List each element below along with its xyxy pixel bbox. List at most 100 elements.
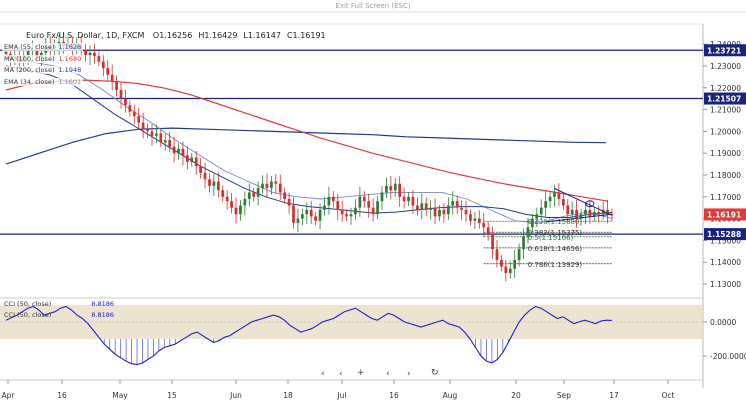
candle: [278, 183, 282, 193]
price-tick-label: 1.15000: [710, 236, 741, 245]
candle: [513, 260, 517, 269]
candle: [327, 196, 331, 206]
indicator-value: 1.1680: [58, 54, 82, 63]
candle: [601, 209, 605, 215]
candle: [407, 196, 410, 202]
candle: [150, 131, 154, 136]
candle: [460, 207, 463, 210]
scroll-right-button-2[interactable]: ›: [407, 369, 411, 379]
candle: [265, 183, 269, 189]
last-price-tag: [704, 208, 746, 221]
symbol-title: Euro Fx/U.S. Dollar, 1D, FXCM: [26, 31, 145, 40]
candle: [411, 196, 415, 206]
candle: [301, 214, 304, 219]
indicator-label: EMA (34, close): [4, 77, 55, 86]
indicator-label: EMA (55, close): [4, 43, 55, 51]
candle: [371, 207, 375, 215]
candle: [93, 52, 96, 57]
time-tick-label: Jul: [336, 391, 346, 400]
candle: [336, 201, 340, 210]
top-bar: Exit Full Screen (ESC): [0, 0, 746, 12]
candle: [570, 209, 574, 215]
fibonacci-label: 0.236(1.15880): [528, 218, 583, 226]
candle: [247, 192, 251, 199]
candle: [539, 207, 543, 215]
price-tick-label: 1.17000: [710, 193, 741, 202]
scroll-left-button[interactable]: ‹: [321, 369, 325, 379]
candle: [358, 196, 362, 208]
level-price-tag: [704, 44, 746, 57]
cci-line: [5, 305, 613, 366]
candle: [225, 196, 229, 202]
candle: [526, 227, 530, 237]
scroll-left-button-2[interactable]: ‹: [339, 369, 343, 379]
indicator-legend-item[interactable]: MA (100, close) 1.1680: [2, 54, 84, 63]
indicator-value: 1.1628: [58, 43, 82, 51]
candle: [110, 74, 114, 82]
pattern-marker: [585, 200, 595, 208]
candle: [287, 198, 291, 206]
candle: [420, 203, 424, 210]
candle: [212, 181, 216, 186]
candle: [221, 190, 225, 197]
candle: [26, 50, 30, 56]
ohlc-c: C1.16191: [286, 31, 326, 40]
candle: [473, 218, 477, 221]
candle: [132, 111, 136, 117]
indicator-legend-item[interactable]: EMA (34, close) 1.1601: [2, 77, 84, 86]
candle: [163, 140, 167, 143]
cci-label: CCI (50, close): [4, 311, 52, 319]
candle: [159, 133, 163, 143]
candle: [588, 209, 592, 217]
candle: [208, 179, 211, 186]
candle: [128, 105, 132, 112]
candle: [557, 192, 561, 199]
cci-legend-item[interactable]: CCI (50, close) 8.8186: [2, 300, 116, 308]
candle: [309, 209, 313, 217]
indicator-label: MA (100, close): [4, 54, 55, 63]
ohlc-h: H1.16429: [198, 31, 238, 40]
candle: [429, 207, 433, 210]
candle: [4, 51, 8, 54]
candle: [97, 56, 101, 62]
candle: [402, 196, 406, 202]
candle: [385, 185, 388, 193]
time-tick-label: 15: [167, 391, 177, 400]
candle: [124, 98, 127, 106]
reset-zoom-button[interactable]: +: [357, 368, 365, 378]
time-tick-label: 17: [609, 391, 619, 400]
candle: [155, 133, 158, 136]
candle: [362, 196, 366, 202]
exit-fullscreen-button[interactable]: Exit Full Screen (ESC): [335, 2, 411, 10]
price-tick-label: 1.22000: [710, 84, 741, 93]
candle: [185, 155, 189, 162]
candle: [252, 192, 256, 197]
indicator-label: MA (200, close): [4, 66, 55, 74]
indicator-legend-item[interactable]: MA (200, close) 1.1948: [2, 66, 84, 74]
ohlc-values: O1.16256 H1.16429 L1.16147 C1.16191: [147, 31, 326, 40]
refresh-icon[interactable]: ↻: [431, 368, 439, 378]
price-tick-label: 1.20000: [710, 127, 741, 136]
price-tick-label: 1.19000: [710, 149, 741, 158]
candle: [508, 268, 512, 274]
indicator-legend-item[interactable]: EMA (55, close) 1.1628: [2, 43, 84, 51]
candle: [433, 207, 437, 217]
candle: [561, 198, 565, 206]
candle: [349, 214, 353, 217]
price-tick-label: 1.18000: [710, 171, 741, 180]
candle: [331, 196, 335, 202]
candle: [491, 233, 494, 250]
ohlc-o: O1.16256: [152, 31, 193, 40]
cci-tick-label: -200.0000: [710, 352, 746, 361]
candle: [194, 157, 198, 167]
price-tick-label: 1.21000: [710, 106, 741, 115]
price-tick-label: 1.13000: [710, 280, 741, 289]
time-tick-label: 18: [283, 391, 293, 400]
candle: [119, 89, 123, 99]
candle: [531, 218, 534, 228]
candle: [548, 196, 552, 202]
scroll-right-button[interactable]: ‹: [386, 369, 390, 379]
cci-legend-item[interactable]: CCI (50, close) 8.8186: [2, 311, 116, 319]
candle: [606, 209, 609, 215]
